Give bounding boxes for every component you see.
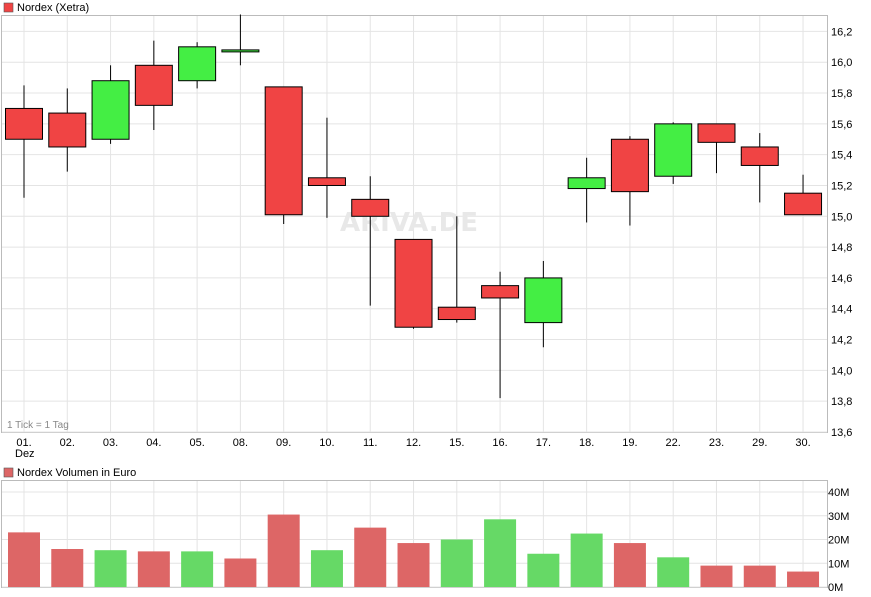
price-y-tick-label: 14,4 — [831, 304, 852, 316]
price-y-tick-label: 14,2 — [831, 335, 852, 347]
candle-body — [567, 177, 606, 190]
volume-bar — [94, 550, 127, 587]
price-y-tick-label: 13,8 — [831, 396, 852, 408]
volume-bar — [310, 550, 343, 587]
volume-y-tick-label: 10M — [828, 558, 849, 570]
price-x-tick-label: 02. — [60, 437, 75, 449]
candle-body — [221, 49, 260, 53]
price-x-axis: 01. 02. 03. 04. 05. 08. 09. 10. 11. 12. 15. 16. 17. 1… — [15, 437, 811, 460]
volume-bar — [137, 551, 170, 587]
volume-bar — [613, 543, 646, 587]
volume-bar — [181, 551, 214, 587]
price-x-tick-label: 09. — [276, 437, 291, 449]
price-x-tick-label: 23. — [709, 437, 724, 449]
volume-y-axis: 0M 10M 20M 30M 40M — [828, 487, 849, 594]
price-y-tick-label: 15,0 — [831, 211, 852, 223]
volume-legend-swatch — [3, 467, 14, 478]
price-x-tick-label: 15. — [449, 437, 464, 449]
candle-body — [264, 86, 303, 216]
volume-legend: Nordex Volumen in Euro — [17, 467, 136, 479]
price-x-tick-label: 12. — [406, 437, 421, 449]
volume-bars — [8, 514, 820, 587]
candle-body — [654, 123, 693, 177]
candle-body — [784, 192, 823, 216]
volume-bar — [440, 539, 473, 587]
volume-bar — [700, 565, 733, 587]
price-x-tick-label: 16. — [492, 437, 507, 449]
price-x-tick-label: 04. — [146, 437, 161, 449]
tick-note: 1 Tick = 1 Tag — [7, 420, 69, 431]
price-y-tick-label: 14,8 — [831, 242, 852, 254]
price-y-tick-label: 13,6 — [831, 427, 852, 439]
price-x-tick-label: 22. — [666, 437, 681, 449]
candle-body — [481, 285, 520, 299]
price-legend-swatch — [3, 2, 14, 13]
volume-y-tick-label: 20M — [828, 535, 849, 547]
price-x-tick-label: 01. — [16, 437, 31, 449]
volume-bar — [484, 519, 517, 587]
volume-bar — [743, 565, 776, 587]
volume-y-tick-label: 0M — [828, 582, 843, 594]
volume-bar — [787, 571, 820, 587]
candle-body — [437, 306, 476, 321]
price-x-month-label: Dez — [15, 448, 35, 460]
candle-body — [48, 112, 87, 148]
price-x-tick-label: 19. — [622, 437, 637, 449]
candle-body — [351, 198, 390, 217]
price-legend: Nordex (Xetra) — [17, 2, 89, 14]
price-y-axis: 13,6 13,8 14,0 14,2 14,4 14,6 14,8 15,0 15,2 15,4… — [831, 26, 852, 439]
price-y-tick-label: 15,4 — [831, 150, 852, 162]
volume-bar — [354, 527, 387, 587]
candle-body — [740, 146, 779, 166]
candle-body — [610, 138, 649, 193]
price-x-tick-label: 18. — [579, 437, 594, 449]
volume-y-tick-label: 30M — [828, 511, 849, 523]
candle-body — [134, 64, 173, 106]
volume-bar — [224, 558, 257, 587]
price-x-tick-label: 05. — [189, 437, 204, 449]
price-x-tick-label: 11. — [363, 437, 377, 449]
volume-bar — [267, 514, 300, 587]
candle-body — [394, 238, 433, 328]
candle-body — [307, 177, 346, 186]
price-candles — [5, 14, 823, 399]
price-y-tick-label: 14,0 — [831, 365, 852, 377]
price-y-tick-label: 15,8 — [831, 88, 852, 100]
candle-body — [5, 107, 43, 140]
volume-bar — [397, 543, 430, 587]
volume-bar — [8, 532, 40, 587]
candle-body — [697, 123, 736, 143]
price-x-tick-label: 17. — [536, 437, 551, 449]
price-y-tick-label: 15,6 — [831, 119, 852, 131]
price-y-tick-label: 14,6 — [831, 273, 852, 285]
volume-bar — [657, 557, 690, 587]
volume-bar — [527, 553, 560, 587]
volume-y-tick-label: 40M — [828, 487, 849, 499]
price-x-tick-label: 03. — [103, 437, 118, 449]
price-grid — [2, 16, 827, 433]
candle-body — [91, 80, 130, 140]
price-y-tick-label: 16,0 — [831, 57, 852, 69]
price-y-tick-label: 16,2 — [831, 26, 852, 38]
price-x-tick-label: 29. — [752, 437, 767, 449]
price-y-tick-label: 15,2 — [831, 180, 852, 192]
candle-body — [524, 277, 563, 324]
volume-bar — [51, 549, 84, 587]
price-x-tick-label: 08. — [233, 437, 248, 449]
price-x-tick-label: 10. — [319, 437, 334, 449]
price-panel: Nordex (Xetra) ARIVA.DE 1 Tick = 1 Tag 1… — [1, 2, 852, 460]
candle-body — [178, 46, 217, 82]
price-x-tick-label: 30. — [795, 437, 810, 449]
volume-panel: Nordex Volumen in Euro 0M 10M 20M 30M 40M — [1, 467, 849, 594]
volume-bar — [570, 533, 603, 587]
